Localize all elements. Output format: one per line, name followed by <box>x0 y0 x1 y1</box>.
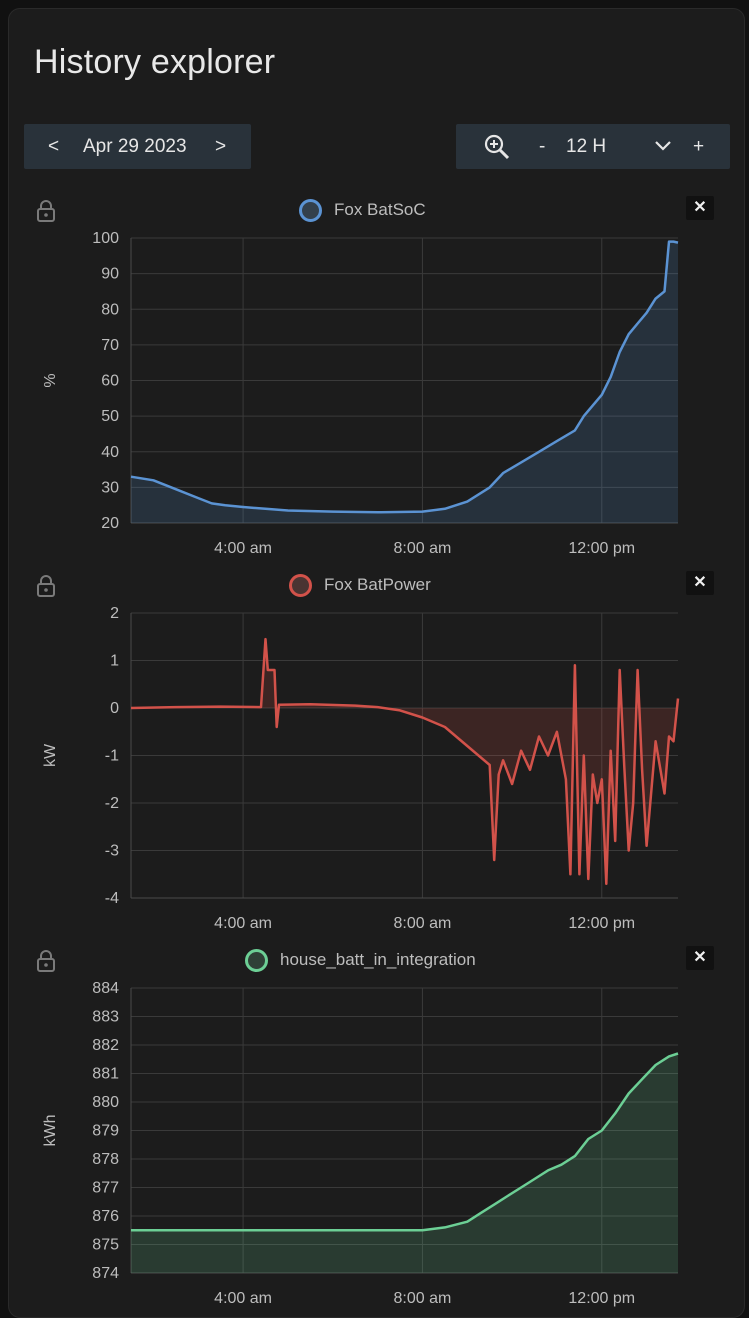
y-tick-label: -1 <box>105 748 119 765</box>
chart-fox-batpower: Fox BatPower ✕ 2 1 0 -1 -2 -3 -4 4:00 am 8:00 am… <box>9 566 746 941</box>
series-line[interactable] <box>130 637 680 886</box>
series-line[interactable] <box>130 240 679 514</box>
zoom-in-icon[interactable] <box>483 133 511 161</box>
legend-color-swatch <box>289 573 312 597</box>
legend-color-swatch <box>299 198 322 222</box>
y-tick-label: 80 <box>101 301 119 318</box>
y-tick-label: -4 <box>105 890 119 907</box>
y-tick-label: 90 <box>101 266 119 283</box>
date-label[interactable]: Apr 29 2023 <box>83 136 187 157</box>
series-area <box>131 639 678 884</box>
legend[interactable]: house_batt_in_integration <box>245 945 476 975</box>
chart-fox-batsoc: Fox BatSoC ✕ 100 90 80 70 60 50 40 30 20 4:00 am 8… <box>9 191 746 566</box>
chart-plot[interactable]: 100 90 80 70 60 50 40 30 20 4:00 am 8:00 am 12:00 p… <box>9 191 746 566</box>
y-axis-label: kW <box>42 743 59 767</box>
legend[interactable]: Fox BatSoC <box>299 195 426 225</box>
lock-icon[interactable] <box>36 199 56 223</box>
y-tick-label: 40 <box>101 444 119 461</box>
history-explorer-card: History explorer < Apr 29 2023 > - 12 H … <box>8 8 745 1318</box>
y-tick-label: 884 <box>92 980 119 997</box>
x-tick-label: 12:00 pm <box>568 1290 635 1307</box>
x-tick-label: 12:00 pm <box>568 915 635 932</box>
close-button[interactable]: ✕ <box>686 196 714 220</box>
y-tick-label: 1 <box>110 653 119 670</box>
y-tick-label: 50 <box>101 408 119 425</box>
chart-plot[interactable]: 884 883 882 881 880 879 878 877 876 875 874 4:00 am… <box>9 941 746 1316</box>
series-area <box>131 241 678 523</box>
lock-icon[interactable] <box>36 574 56 598</box>
zoom-navigator: - 12 H + <box>456 124 730 169</box>
y-tick-label: 100 <box>92 230 119 247</box>
y-tick-label: 882 <box>92 1037 119 1054</box>
next-day-button[interactable]: > <box>215 136 227 157</box>
y-tick-label: 70 <box>101 337 119 354</box>
chart-plot[interactable]: 2 1 0 -1 -2 -3 -4 4:00 am 8:00 am 12:00 pm kW <box>9 566 746 941</box>
y-axis-label: % <box>42 373 59 387</box>
y-axis-label: kWh <box>42 1115 59 1147</box>
y-tick-label: 881 <box>92 1066 119 1083</box>
x-tick-label: 8:00 am <box>394 1290 452 1307</box>
x-tick-label: 4:00 am <box>214 1290 272 1307</box>
chevron-down-icon[interactable] <box>654 140 672 152</box>
x-tick-label: 12:00 pm <box>568 540 635 557</box>
page-title: History explorer <box>34 43 276 81</box>
y-tick-label: 2 <box>110 605 119 622</box>
date-navigator: < Apr 29 2023 > <box>24 124 251 169</box>
chart-house-batt-in-integration: house_batt_in_integration ✕ 884 883 882 881… <box>9 941 746 1316</box>
legend-label: Fox BatPower <box>324 575 431 594</box>
y-tick-label: -2 <box>105 795 119 812</box>
prev-day-button[interactable]: < <box>48 136 60 157</box>
close-button[interactable]: ✕ <box>686 946 714 970</box>
lock-icon[interactable] <box>36 949 56 973</box>
y-tick-label: 60 <box>101 373 119 390</box>
y-tick-label: 20 <box>101 515 119 532</box>
series-area <box>131 1053 678 1273</box>
y-tick-label: 879 <box>92 1123 119 1140</box>
legend[interactable]: Fox BatPower <box>289 570 431 600</box>
y-tick-label: 880 <box>92 1094 119 1111</box>
legend-label: Fox BatSoC <box>334 200 426 219</box>
range-select[interactable]: 12 H <box>566 136 607 157</box>
y-tick-label: 875 <box>92 1237 119 1254</box>
close-button[interactable]: ✕ <box>686 571 714 595</box>
x-tick-label: 4:00 am <box>214 540 272 557</box>
y-tick-label: 876 <box>92 1208 119 1225</box>
legend-color-swatch <box>245 948 268 972</box>
x-tick-label: 8:00 am <box>394 540 452 557</box>
y-tick-label: 883 <box>92 1009 119 1026</box>
y-tick-label: -3 <box>105 843 119 860</box>
y-tick-label: 878 <box>92 1151 119 1168</box>
y-tick-label: 0 <box>110 700 119 717</box>
y-tick-label: 874 <box>92 1265 119 1282</box>
legend-label: house_batt_in_integration <box>280 950 476 969</box>
y-tick-label: 30 <box>101 479 119 496</box>
zoom-in-button[interactable]: + <box>693 136 705 157</box>
series-line[interactable] <box>131 1052 679 1232</box>
x-tick-label: 4:00 am <box>214 915 272 932</box>
y-tick-label: 877 <box>92 1180 119 1197</box>
zoom-out-button[interactable]: - <box>539 136 546 157</box>
x-tick-label: 8:00 am <box>394 915 452 932</box>
